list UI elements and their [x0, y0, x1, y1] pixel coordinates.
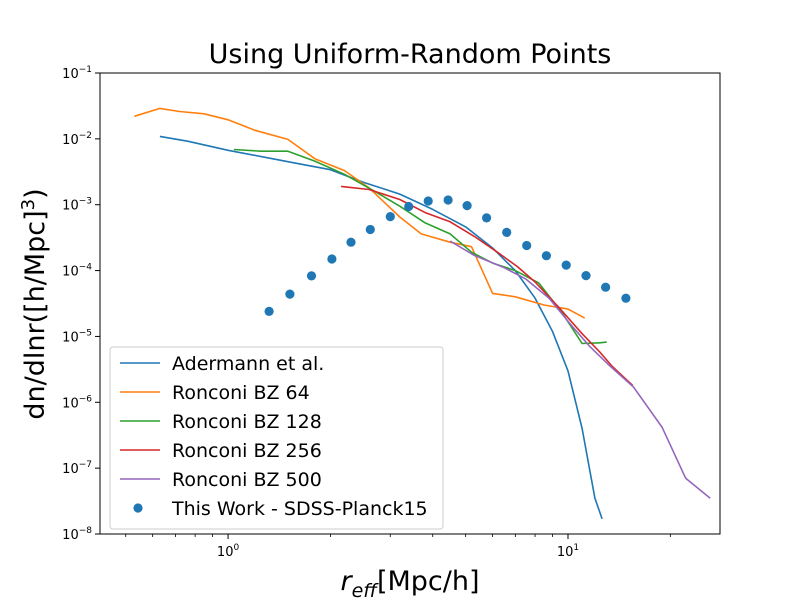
- series-layer: [134, 107, 711, 520]
- scatter-point: [306, 271, 317, 281]
- scatter-point: [327, 254, 337, 264]
- scatter-point: [423, 196, 433, 206]
- y-tick-label: 10−1: [62, 65, 92, 82]
- scatter-point: [462, 201, 472, 211]
- scatter-point: [502, 227, 512, 237]
- scatter-point: [404, 201, 414, 212]
- y-tick-label: 10−5: [62, 328, 92, 345]
- y-tick-label: 10−3: [62, 197, 92, 214]
- legend-label: Ronconi BZ 500: [172, 469, 322, 491]
- scatter-point: [581, 271, 591, 281]
- series-line-ronconi-bz-256: [341, 185, 634, 387]
- x-axis-label: reff[Mpc/h]: [340, 566, 479, 600]
- series-line-adermann-et-al: [159, 135, 603, 520]
- scatter-point: [285, 289, 295, 299]
- y-tick-label: 10−4: [62, 263, 92, 280]
- scatter-point: [385, 212, 395, 222]
- legend: Adermann et al. Ronconi BZ 64 Ronconi BZ 1…: [109, 346, 444, 530]
- x-axis: 100 101: [125, 534, 671, 560]
- legend-label: This Work - SDSS-Planck15: [171, 498, 428, 520]
- scatter-point: [482, 213, 492, 223]
- scatter-point: [621, 293, 631, 303]
- scatter-point: [264, 306, 274, 316]
- legend-label: Adermann et al.: [172, 353, 324, 375]
- scatter-point: [561, 260, 571, 270]
- y-tick-label: 10−8: [62, 526, 92, 543]
- legend-label: Ronconi BZ 128: [172, 411, 322, 433]
- scatter-point: [541, 251, 552, 261]
- chart-title: Using Uniform-Random Points: [209, 39, 612, 70]
- y-tick-label: 10−6: [62, 394, 92, 411]
- x-tick-label: 101: [557, 543, 579, 560]
- y-axis-label: dn/dlnr([h/Mpc]3): [18, 188, 51, 419]
- y-tick-label: 10−7: [62, 460, 92, 477]
- y-axis: 10−8 10−7 10−6 10−5 10−4 10−3 10−2 10−1: [62, 65, 100, 543]
- scatter-point: [601, 282, 611, 292]
- x-tick-label: 100: [217, 543, 240, 560]
- plot-area: [99, 72, 721, 535]
- scatter-point: [522, 240, 532, 251]
- legend-box: [109, 346, 444, 530]
- scatter-point: [443, 195, 453, 205]
- y-tick-label: 10−2: [62, 131, 92, 148]
- legend-marker: [133, 503, 143, 513]
- legend-label: Ronconi BZ 64: [172, 382, 310, 404]
- scatter-point: [365, 224, 375, 235]
- series-line-ronconi-bz-500: [449, 240, 711, 499]
- axes-frame: [99, 72, 721, 535]
- legend-label: Ronconi BZ 256: [172, 440, 322, 462]
- scatter-point: [346, 237, 356, 247]
